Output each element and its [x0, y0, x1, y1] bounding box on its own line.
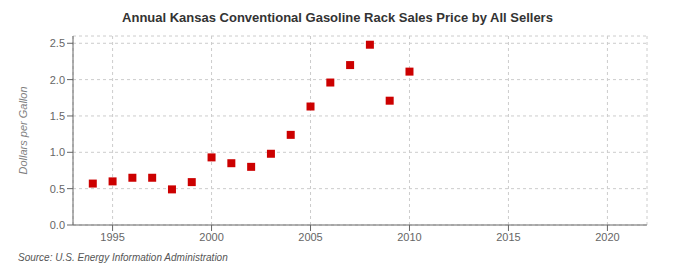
svg-text:2.0: 2.0 [50, 74, 65, 86]
svg-text:0.5: 0.5 [50, 183, 65, 195]
svg-text:2005: 2005 [298, 231, 322, 243]
svg-text:Dollars per Gallon: Dollars per Gallon [17, 86, 29, 174]
svg-text:2020: 2020 [595, 231, 619, 243]
svg-text:2015: 2015 [496, 231, 520, 243]
svg-text:2010: 2010 [397, 231, 421, 243]
html-text:Source: U.S. Energy Informatio: Source: U.S. Energy Information Administ… [18, 252, 228, 263]
svg-text:1.5: 1.5 [50, 110, 65, 122]
html-text:Annual Kansas Conventional Gas: Annual Kansas Conventional Gasoline Rack… [122, 10, 553, 25]
svg-text:1.0: 1.0 [50, 146, 65, 158]
svg-text:2.5: 2.5 [50, 37, 65, 49]
svg-text:0.0: 0.0 [50, 219, 65, 231]
svg-text:1995: 1995 [100, 231, 124, 243]
svg-text:2000: 2000 [199, 231, 223, 243]
